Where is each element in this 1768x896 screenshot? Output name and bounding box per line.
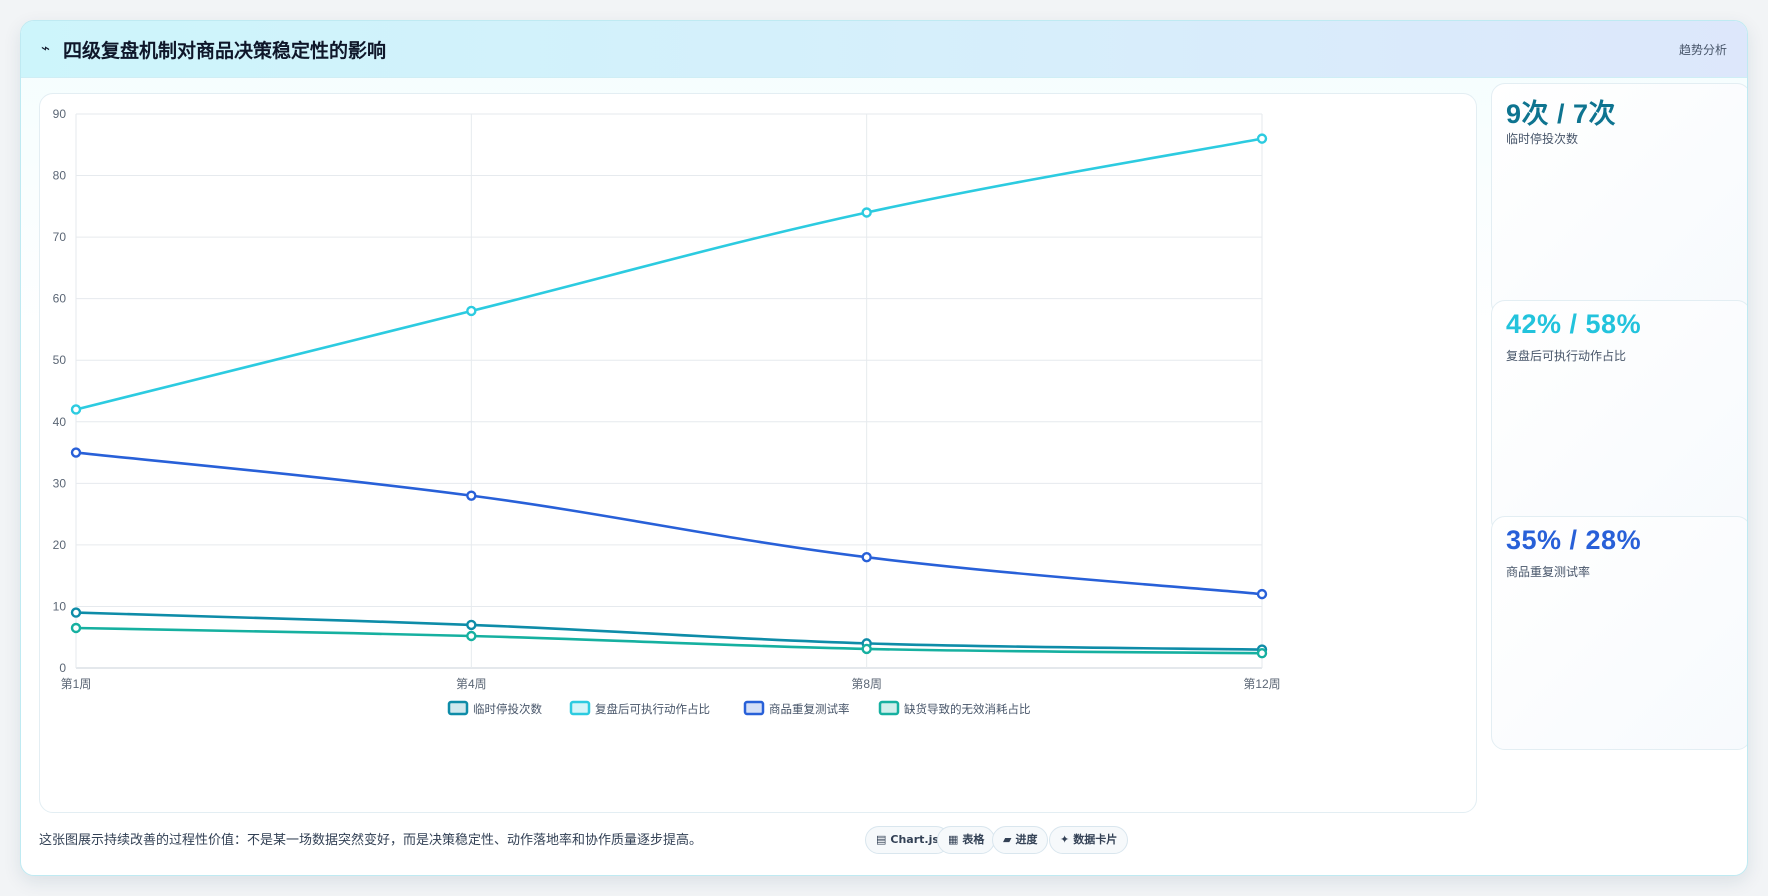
- y-tick-label: 40: [53, 415, 67, 429]
- y-tick-label: 20: [53, 538, 67, 552]
- data-point: [70, 622, 82, 634]
- stat-value: 35% / 28%: [1506, 525, 1642, 555]
- y-tick-label: 70: [53, 230, 67, 244]
- data-point: [861, 552, 872, 563]
- legend-swatch: [447, 700, 469, 716]
- data-point: [466, 305, 477, 317]
- series-line: [75, 451, 1263, 596]
- legend-label: 缺货导致的无效消耗占比: [904, 702, 1031, 716]
- card-header: ⌁ 四级复盘机制对商品决策稳定性的影响 趋势分析: [21, 21, 1747, 78]
- legend-label: 商品重复测试率: [769, 702, 850, 716]
- x-tick-label: 第1周: [61, 677, 92, 691]
- dashboard-card: ⌁ 四级复盘机制对商品决策稳定性的影响 趋势分析 0 10 20 30 40 50 60 70…: [20, 20, 1748, 876]
- legend-swatch: [878, 700, 900, 716]
- pill-label: 表格: [962, 833, 985, 846]
- legend-label: 复盘后可执行动作占比: [595, 702, 710, 716]
- data-point: [466, 630, 477, 642]
- stat-label: 商品重复测试率: [1506, 565, 1591, 579]
- stat-value: 9次 / 7次: [1506, 99, 1617, 129]
- pulse-icon: ⌁: [41, 39, 51, 57]
- y-tick-label: 80: [53, 169, 67, 183]
- series-line: [75, 611, 1263, 651]
- stat-card-actionable-ratio: 42% / 58% 复盘后可执行动作占比: [1491, 300, 1747, 534]
- data-point: [1256, 133, 1268, 144]
- data-point: [1256, 588, 1268, 600]
- series-line: [75, 137, 1263, 411]
- pill-label: 数据卡片: [1073, 833, 1118, 846]
- y-tick-label: 30: [53, 476, 67, 490]
- pill-label: 进度: [1015, 833, 1038, 846]
- series-line: [75, 626, 1263, 655]
- chart-icon: ▤: [876, 833, 887, 846]
- x-tick-label: 第8周: [851, 677, 882, 691]
- x-tick-label: 第4周: [456, 677, 487, 691]
- progress-icon: ▰: [1003, 833, 1012, 846]
- pill-label: Chart.js: [890, 833, 939, 846]
- data-card-button[interactable]: ✦ 数据卡片: [1049, 826, 1129, 854]
- data-point: [70, 447, 82, 458]
- sparkle-icon: ✦: [1060, 833, 1070, 846]
- y-tick-label: 90: [53, 107, 67, 121]
- data-point: [861, 207, 872, 218]
- y-tick-label: 60: [53, 292, 67, 306]
- legend-swatch: [569, 700, 591, 716]
- y-tick-label: 50: [53, 353, 67, 367]
- footer-note: 这张图展示持续改善的过程性价值：不是某一场数据突然变好，而是决策稳定性、动作落地…: [39, 833, 703, 848]
- data-point: [861, 643, 872, 655]
- y-tick-label: 10: [53, 599, 67, 613]
- stat-value: 42% / 58%: [1506, 309, 1642, 339]
- data-point: [70, 404, 82, 415]
- stat-card-pause-count: 9次 / 7次 临时停投次数: [1491, 83, 1747, 317]
- data-point: [466, 490, 477, 501]
- table-icon: ▦: [948, 833, 959, 846]
- data-point: [466, 619, 477, 631]
- data-point: [70, 607, 82, 618]
- x-tick-label: 第12周: [1243, 677, 1280, 691]
- stat-label: 复盘后可执行动作占比: [1506, 349, 1627, 363]
- y-tick-label: 0: [59, 661, 66, 675]
- chart-panel: 0 10 20 30 40 50 60 70 80 90 第1周 第4周 第8周 第12周临时停投次数 复盘…: [39, 93, 1477, 813]
- table-button[interactable]: ▦ 表格: [937, 826, 996, 854]
- trend-analysis-tag: 趋势分析: [1678, 43, 1727, 57]
- page-title: 四级复盘机制对商品决策稳定性的影响: [63, 40, 387, 62]
- legend-swatch: [743, 700, 765, 716]
- stat-label: 临时停投次数: [1506, 132, 1579, 146]
- data-point: [1256, 648, 1268, 659]
- legend-label: 临时停投次数: [473, 702, 542, 716]
- progress-button[interactable]: ▰ 进度: [992, 826, 1049, 854]
- stat-card-retest-rate: 35% / 28% 商品重复测试率: [1491, 516, 1747, 750]
